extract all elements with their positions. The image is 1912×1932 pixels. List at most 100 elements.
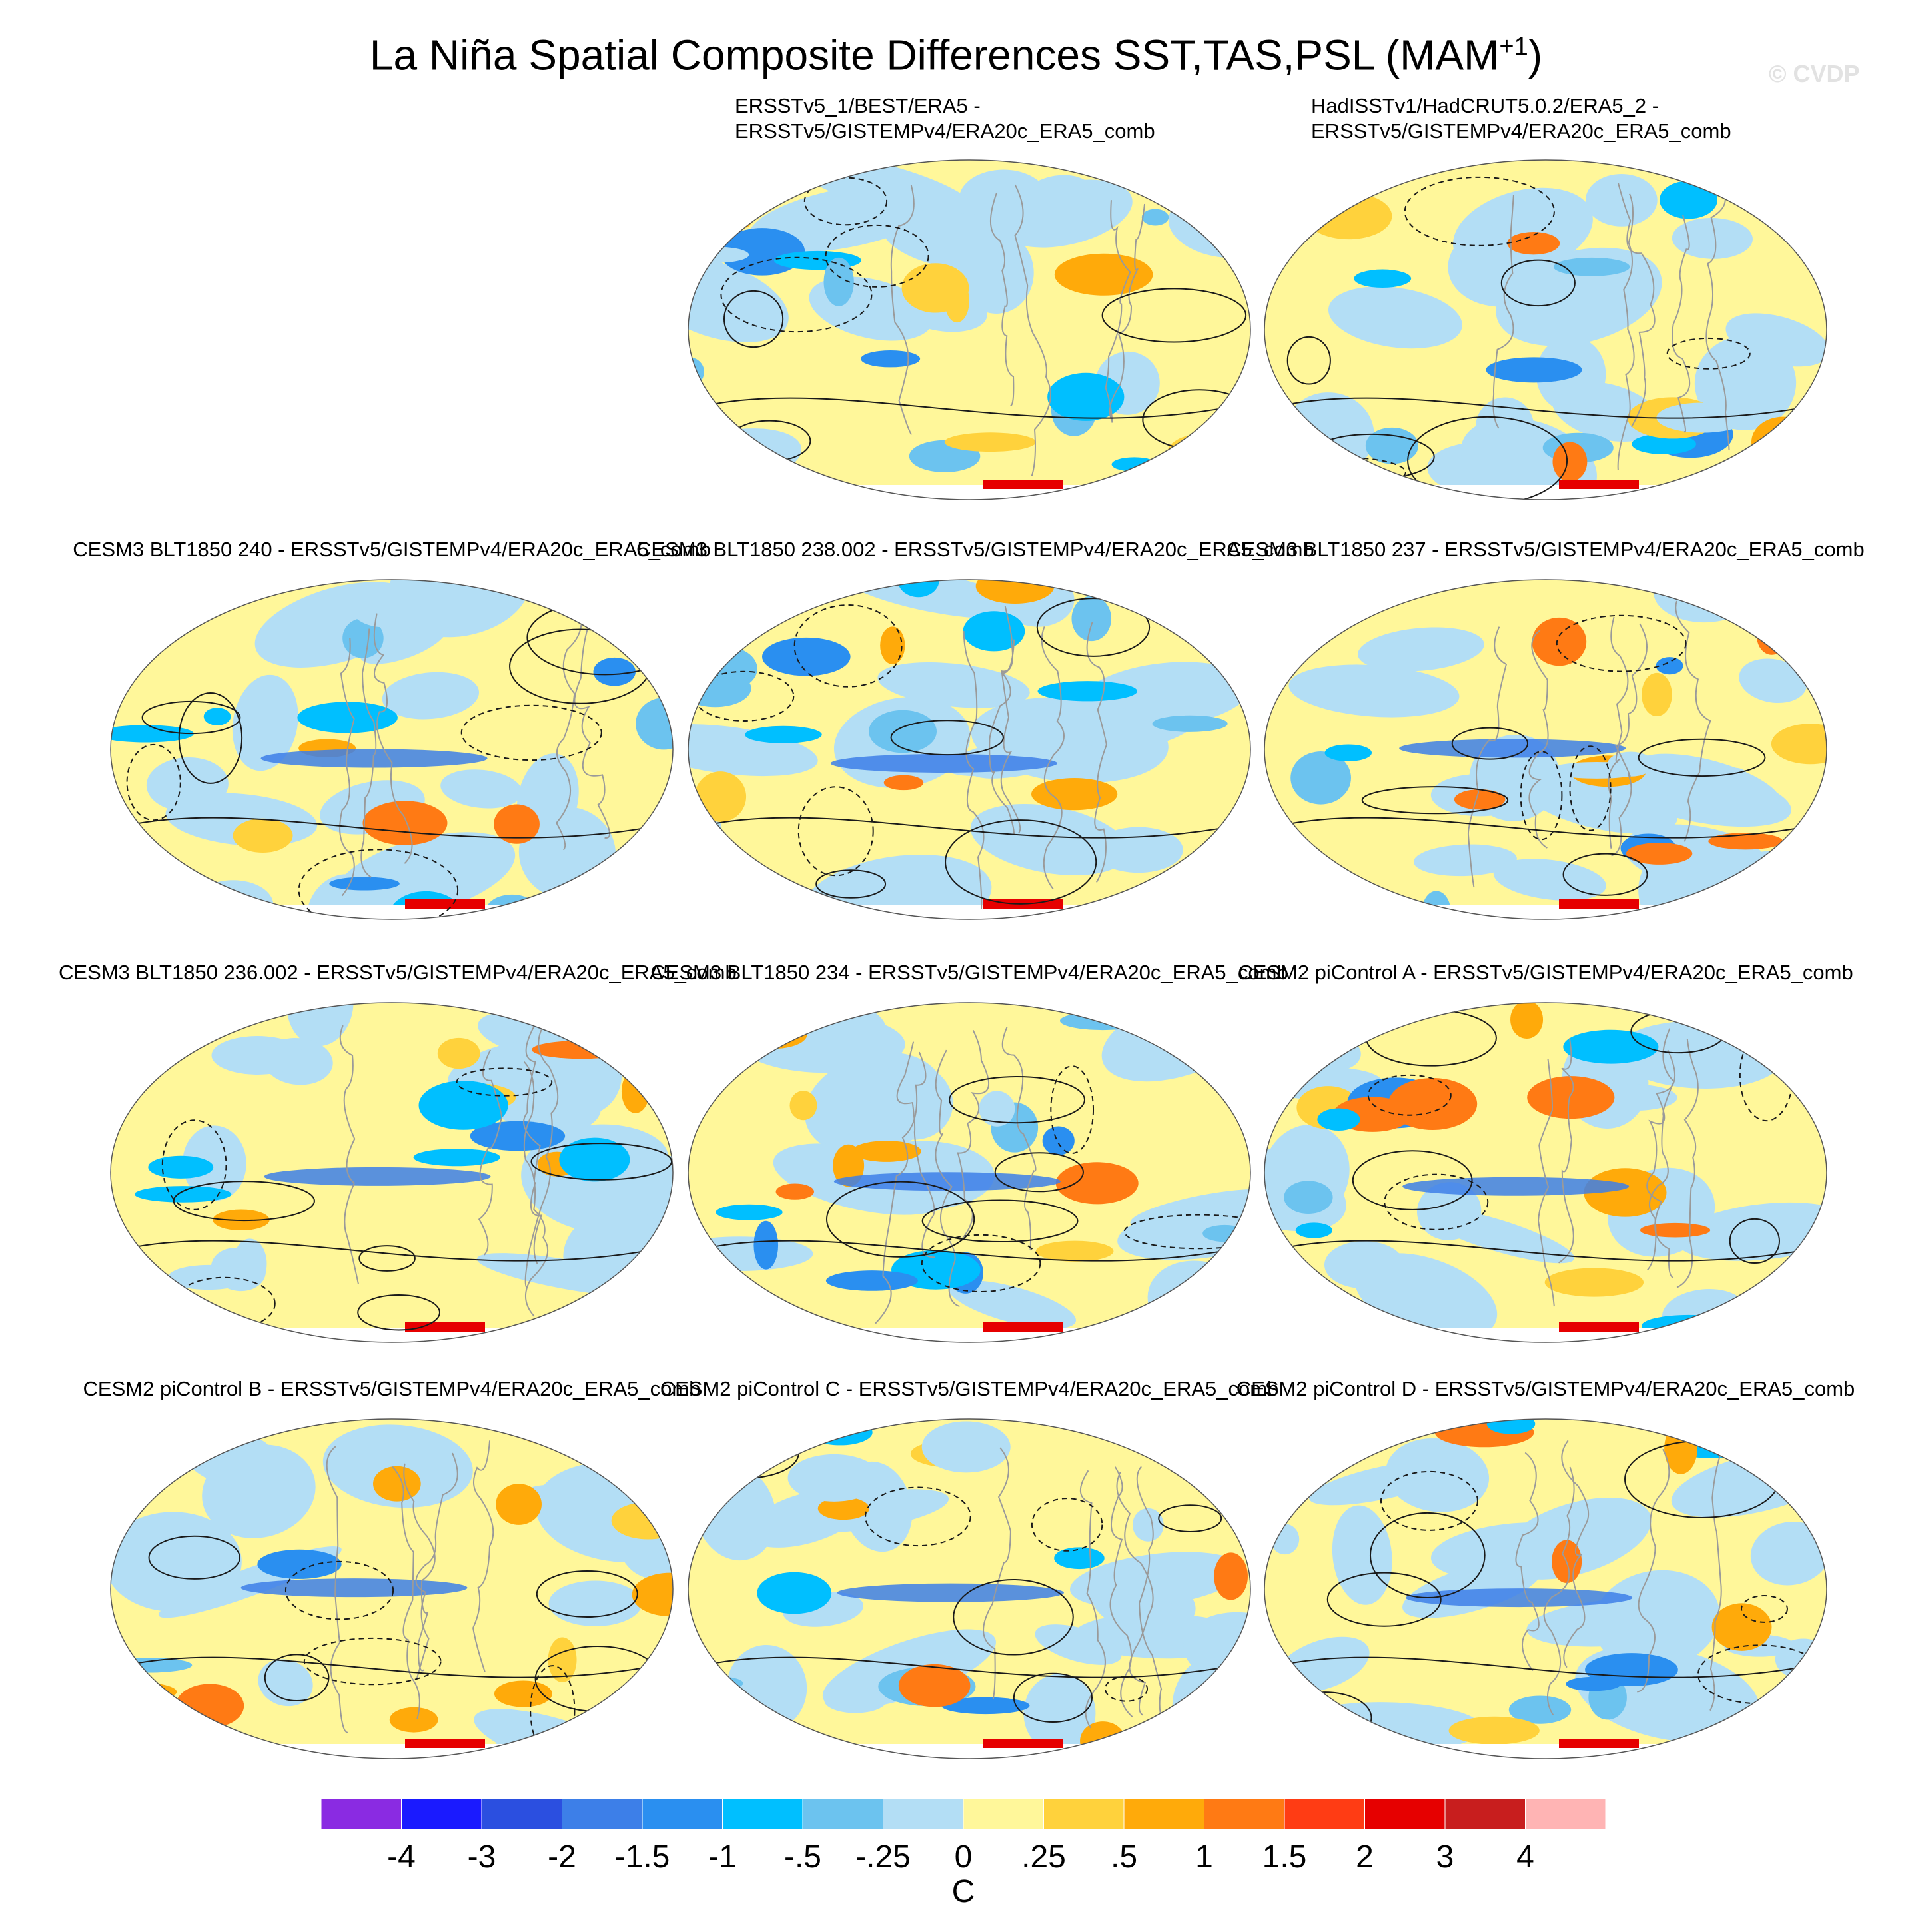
sst-anomaly-patch <box>688 357 704 387</box>
coastline <box>1543 1466 1575 1715</box>
colorbar-tick-label: .25 <box>1021 1839 1066 1875</box>
sst-anomaly-patch <box>901 263 969 313</box>
sst-anomaly-patch <box>688 1270 723 1322</box>
coastline <box>1646 1049 1676 1279</box>
psl-contour <box>793 604 903 688</box>
panel-title-line: CESM3 BLT1850 240 - ERSSTv5/GISTEMPv4/ER… <box>73 538 711 561</box>
psl-contour <box>1380 1470 1478 1531</box>
sst-anomaly-patch <box>1659 181 1717 219</box>
psl-contour <box>1286 336 1331 385</box>
antarctic-warm-patch <box>405 899 485 909</box>
sst-anomaly-patch <box>621 1069 650 1113</box>
panel-title: CESM3 BLT1850 238.002 - ERSSTv5/GISTEMPv… <box>636 537 1314 562</box>
sst-anomaly-patch <box>496 1484 542 1525</box>
map-outline <box>110 1418 674 1759</box>
sst-anomaly-patch <box>787 1454 881 1502</box>
sst-anomaly-patch <box>1508 1695 1572 1724</box>
psl-contour <box>1264 1240 1827 1262</box>
sst-anomaly-patch <box>111 1681 177 1703</box>
psl-contour <box>688 1240 1250 1262</box>
sst-anomaly-patch <box>134 1186 232 1203</box>
antarctica-mask <box>1264 485 1827 500</box>
psl-contour <box>141 700 241 735</box>
map-outline <box>688 1002 1251 1343</box>
sst-anomaly-patch <box>1054 253 1153 296</box>
sst-anomaly-patch <box>1782 1021 1827 1051</box>
sst-anomaly-patch <box>1324 744 1372 761</box>
sst-anomaly-patch <box>745 725 822 743</box>
sst-anomaly-patch <box>851 1141 921 1162</box>
sst-anomaly-patch <box>1305 193 1392 240</box>
sst-anomaly-patch <box>1527 1076 1615 1119</box>
sst-anomaly-patch <box>1203 850 1250 866</box>
psl-contour <box>1569 745 1612 831</box>
psl-contour <box>1556 614 1687 672</box>
map-panel <box>1264 1002 1827 1343</box>
sst-anomaly-patch <box>571 580 631 604</box>
sst-anomaly-patch <box>1783 1003 1827 1039</box>
panel-title: ERSSTv5_1/BEST/ERA5 - ERSSTv5/GISTEMPv4/E… <box>735 93 1155 144</box>
psl-contour <box>825 224 929 288</box>
sst-anomaly-patch <box>1132 1508 1164 1542</box>
psl-contour <box>1278 1691 1372 1744</box>
figure-title-suffix: ) <box>1528 31 1543 79</box>
colorbar-box <box>1123 1798 1204 1830</box>
sst-anomaly-patch <box>1316 1037 1361 1071</box>
sst-anomaly-patch <box>1071 596 1112 642</box>
psl-contour <box>1520 751 1563 841</box>
sst-anomaly-patch <box>611 1502 673 1540</box>
psl-contour <box>1352 1150 1473 1210</box>
antarctic-warm-patch <box>1559 480 1639 489</box>
panel-title-line: ERSSTv5/GISTEMPv4/ERA20c_ERA5_comb <box>1311 119 1731 143</box>
sst-anomaly-patch <box>1640 1222 1711 1238</box>
antarctica-mask <box>688 1328 1250 1342</box>
sst-anomaly-patch <box>740 1020 807 1049</box>
sst-anomaly-patch <box>233 1238 267 1289</box>
coastline <box>1000 606 1021 834</box>
antarctica-mask <box>111 905 673 919</box>
sst-anomaly-patch <box>342 618 384 658</box>
sst-anomaly-patch <box>1751 416 1815 468</box>
coastline <box>524 1023 559 1289</box>
sst-anomaly-patch <box>486 894 538 919</box>
sst-anomaly-patch <box>193 880 274 919</box>
map-panel <box>1264 1418 1827 1759</box>
sst-anomaly-patch <box>877 662 1030 708</box>
panel-title-line: CESM3 BLT1850 237 - ERSSTv5/GISTEMPv4/ER… <box>1226 538 1865 561</box>
sst-anomaly-patch <box>1042 1126 1075 1155</box>
psl-contour <box>797 786 874 877</box>
sst-anomaly-patch <box>211 1036 304 1075</box>
sst-anomaly-patch <box>1373 1737 1442 1759</box>
antarctic-warm-patch <box>983 1739 1063 1748</box>
colorbar-box <box>562 1798 643 1830</box>
colorbar-box <box>963 1798 1044 1830</box>
sst-anomaly-patch <box>1093 827 1183 873</box>
sst-anomaly-patch <box>1266 1694 1293 1709</box>
sst-anomaly-patch <box>1054 1547 1105 1570</box>
sst-anomaly-patch <box>387 580 531 638</box>
map-panel <box>688 1002 1251 1343</box>
colorbar-unit: C <box>951 1874 975 1909</box>
map-panel <box>110 579 674 920</box>
sst-anomaly-patch <box>1386 1438 1490 1512</box>
sst-anomaly-patch <box>869 710 937 753</box>
psl-contour <box>1326 1572 1442 1627</box>
sst-anomaly-patch <box>880 626 905 664</box>
sst-anomaly-patch <box>1324 1241 1404 1289</box>
panel-title: CESM3 BLT1850 234 - ERSSTv5/GISTEMPv4/ER… <box>636 960 1302 985</box>
sst-anomaly-patch <box>883 209 1023 270</box>
psl-contour <box>1264 1656 1827 1678</box>
sst-anomaly-patch <box>532 1040 632 1059</box>
coastline <box>339 638 355 897</box>
figure-title-text: La Niña Spatial Composite Differences SS… <box>369 31 1500 79</box>
sst-anomaly-patch <box>1721 344 1765 374</box>
colorbar-box <box>1364 1798 1446 1830</box>
coastline <box>1617 183 1656 428</box>
sst-anomaly-patch <box>1358 627 1484 672</box>
sst-anomaly-patch <box>789 1091 817 1121</box>
antarctica-mask <box>111 1744 673 1759</box>
sst-anomaly-patch <box>1507 232 1560 255</box>
map-outline <box>110 1002 674 1343</box>
coastline <box>574 626 610 839</box>
